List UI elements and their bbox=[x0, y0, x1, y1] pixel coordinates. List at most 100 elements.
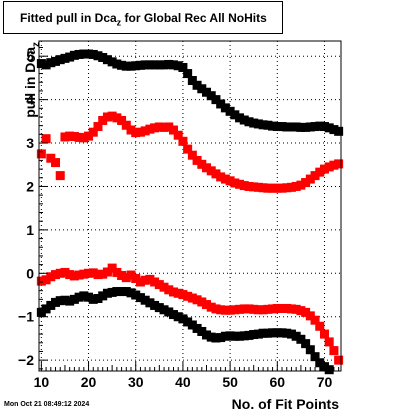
data-point bbox=[145, 124, 155, 134]
y-axis-label: pull in Dcaz bbox=[22, 35, 42, 125]
data-point bbox=[192, 323, 202, 333]
data-point bbox=[315, 121, 325, 131]
title-box: Fitted pull in Dcaz for Global Rec All N… bbox=[3, 1, 283, 34]
data-point bbox=[249, 304, 259, 314]
data-point bbox=[98, 291, 108, 301]
data-point bbox=[102, 288, 112, 298]
y-tick-label: −2 bbox=[18, 352, 34, 368]
data-point bbox=[46, 300, 56, 310]
data-point bbox=[84, 49, 94, 59]
data-point bbox=[291, 181, 301, 191]
data-point bbox=[98, 115, 108, 125]
data-point bbox=[84, 131, 94, 141]
data-point bbox=[253, 329, 263, 339]
data-point bbox=[258, 305, 268, 315]
data-point bbox=[263, 120, 273, 130]
y-axis-label-main: pull in Dca bbox=[22, 47, 39, 118]
data-point bbox=[235, 331, 245, 341]
data-point bbox=[324, 162, 334, 172]
y-tick-label: 5 bbox=[26, 48, 34, 64]
data-point bbox=[107, 287, 117, 297]
data-point bbox=[282, 328, 292, 338]
data-point bbox=[235, 179, 245, 189]
data-point bbox=[291, 304, 301, 314]
data-point bbox=[301, 339, 311, 349]
data-point bbox=[225, 106, 235, 116]
data-point bbox=[140, 126, 150, 136]
data-point bbox=[98, 269, 108, 279]
data-point bbox=[164, 122, 174, 132]
data-point bbox=[178, 136, 188, 146]
data-point bbox=[164, 307, 174, 317]
data-point bbox=[126, 125, 136, 135]
data-point bbox=[168, 287, 178, 297]
x-tick-label: 30 bbox=[128, 374, 144, 390]
data-point bbox=[173, 312, 183, 322]
data-point bbox=[272, 303, 282, 313]
data-point bbox=[79, 49, 89, 59]
data-point bbox=[51, 270, 61, 280]
data-point bbox=[183, 317, 193, 327]
data-point bbox=[282, 122, 292, 132]
data-point bbox=[150, 60, 160, 70]
data-point bbox=[239, 115, 249, 125]
data-point bbox=[65, 270, 75, 280]
data-point bbox=[46, 58, 56, 68]
data-point bbox=[36, 59, 46, 69]
data-point bbox=[159, 122, 169, 132]
data-point bbox=[60, 132, 70, 142]
data-point bbox=[315, 321, 325, 331]
data-point bbox=[258, 120, 268, 130]
data-point bbox=[315, 358, 325, 368]
data-point bbox=[140, 295, 150, 305]
x-tick-label: 10 bbox=[34, 374, 50, 390]
data-point bbox=[51, 158, 61, 168]
data-point bbox=[187, 320, 197, 330]
data-point bbox=[319, 122, 329, 132]
data-point bbox=[98, 53, 108, 62]
data-point bbox=[249, 330, 259, 340]
data-point bbox=[263, 304, 273, 314]
data-point bbox=[74, 49, 84, 59]
data-point bbox=[230, 110, 240, 120]
data-point bbox=[187, 76, 197, 86]
data-point bbox=[253, 119, 263, 129]
data-point bbox=[324, 337, 334, 347]
data-point bbox=[183, 144, 193, 154]
data-point bbox=[88, 268, 98, 278]
data-point bbox=[69, 132, 79, 142]
data-point bbox=[263, 328, 273, 338]
data-point bbox=[88, 127, 98, 137]
data-point bbox=[51, 56, 61, 66]
data-point bbox=[173, 130, 183, 140]
data-point bbox=[253, 182, 263, 192]
data-point bbox=[211, 169, 221, 179]
data-point bbox=[244, 117, 254, 127]
data-point bbox=[135, 293, 145, 303]
data-point bbox=[117, 270, 127, 280]
data-point bbox=[55, 171, 65, 181]
data-point bbox=[296, 122, 306, 132]
data-point bbox=[334, 355, 344, 365]
data-point bbox=[225, 305, 235, 315]
data-point bbox=[131, 274, 141, 284]
axis-ticks bbox=[39, 47, 340, 371]
data-point bbox=[55, 296, 65, 306]
data-point bbox=[74, 270, 84, 280]
data-point bbox=[282, 303, 292, 313]
data-point bbox=[239, 304, 249, 314]
data-point bbox=[334, 159, 344, 169]
data-point bbox=[268, 304, 278, 314]
data-point bbox=[121, 273, 131, 283]
data-point bbox=[41, 60, 51, 70]
data-point bbox=[206, 166, 216, 176]
data-point bbox=[126, 270, 136, 280]
data-point bbox=[168, 310, 178, 320]
data-point bbox=[216, 172, 226, 182]
data-point bbox=[41, 275, 51, 285]
data-point bbox=[79, 291, 89, 301]
data-point bbox=[310, 122, 320, 132]
x-tick-label: 20 bbox=[81, 374, 97, 390]
data-point bbox=[178, 290, 188, 300]
data-point bbox=[230, 178, 240, 188]
